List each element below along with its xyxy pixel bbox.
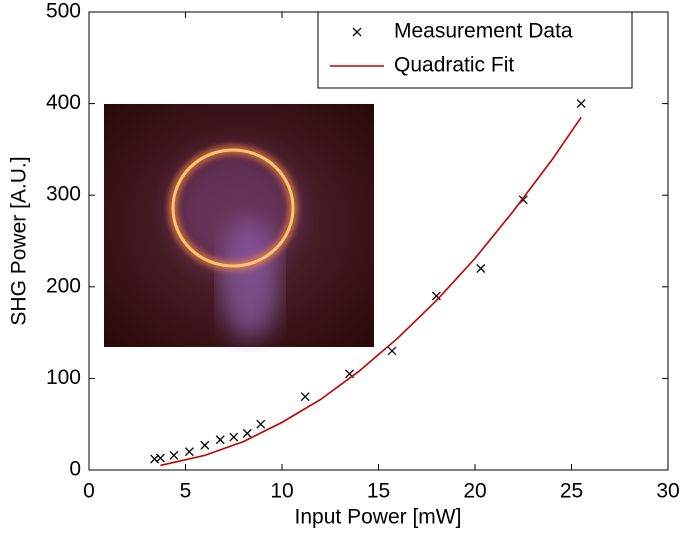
legend-label: Quadratic Fit: [394, 54, 514, 77]
legend-label: Measurement Data: [394, 20, 573, 43]
legend-swatch: [352, 27, 362, 37]
y-axis-label: SHG Power [A.U.]: [8, 156, 31, 325]
y-tick-label: 300: [46, 183, 81, 206]
x-tick-label: 30: [656, 480, 679, 503]
y-tick-label: 400: [46, 91, 81, 114]
x-tick-label: 0: [83, 480, 95, 503]
data-point: [256, 419, 266, 429]
y-tick-label: 0: [69, 458, 81, 481]
data-point: [229, 432, 239, 442]
legend-box: [317, 11, 633, 89]
fit-line: [160, 116, 582, 467]
x-tick-label: 5: [180, 480, 192, 503]
x-axis-label: Input Power [mW]: [295, 506, 462, 529]
y-tick-label: 200: [46, 274, 81, 297]
data-point: [155, 453, 165, 463]
data-point: [300, 392, 310, 402]
legend: Measurement Data Quadratic Fit: [317, 11, 633, 89]
x-tick-label: 10: [270, 480, 293, 503]
x-tick-label: 15: [367, 480, 390, 503]
data-point: [576, 99, 586, 109]
x-tick-label: 25: [560, 480, 583, 503]
data-point: [431, 291, 441, 301]
y-tick-label: 100: [46, 366, 81, 389]
inset-image: [104, 104, 374, 347]
data-point: [200, 440, 210, 450]
data-point: [184, 447, 194, 457]
data-point: [215, 435, 225, 445]
data-point: [242, 428, 252, 438]
data-point: [169, 450, 179, 460]
data-point: [387, 346, 397, 356]
y-tick-label: 500: [46, 0, 81, 23]
x-tick-label: 20: [463, 480, 486, 503]
data-point: [476, 264, 486, 273]
